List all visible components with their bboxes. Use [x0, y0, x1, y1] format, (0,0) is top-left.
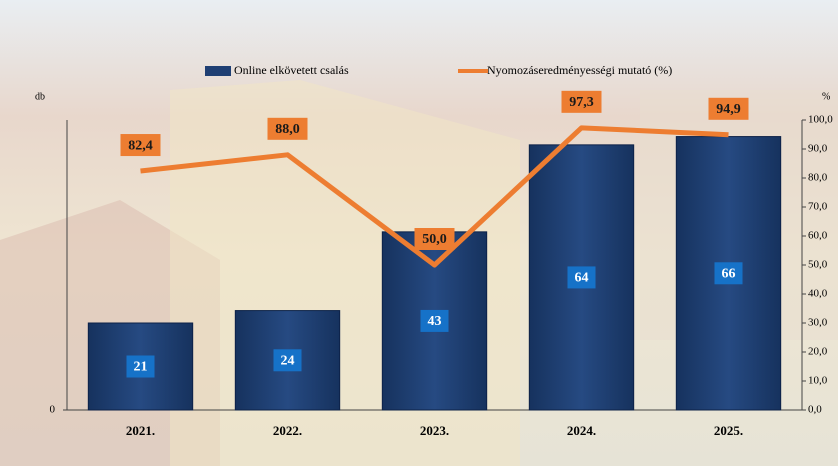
x-tick-label: 2023.	[420, 423, 449, 438]
x-tick-label: 2021.	[126, 423, 155, 438]
x-tick-label: 2025.	[714, 423, 743, 438]
legend-swatch	[205, 66, 231, 76]
y2-tick-label: 80,0	[808, 172, 828, 184]
y2-tick-label: 40,0	[808, 288, 828, 300]
data-label: 64	[575, 271, 589, 286]
y2-tick-label: 100,0	[808, 114, 833, 126]
data-label: 94,9	[716, 102, 741, 117]
y-axis-title: db	[35, 91, 45, 102]
y2-axis-title: %	[822, 91, 830, 102]
data-label: 97,3	[569, 95, 594, 110]
data-label: 82,4	[128, 138, 153, 153]
legend-label: Online elkövetett csalás	[234, 63, 349, 77]
x-tick-label: 2024.	[567, 423, 596, 438]
chart: db % 0 0,0 10,0 20,0 30,0 40,0 50,0 60,0 70,0 80,…	[0, 0, 838, 466]
y2-tick-label: 70,0	[808, 201, 828, 213]
data-label: 66	[722, 267, 736, 282]
y2-tick-label: 20,0	[808, 346, 828, 358]
data-label: 24	[281, 354, 295, 369]
y2-tick-label: 10,0	[808, 375, 828, 387]
y2-tick-label: 0,0	[808, 404, 822, 416]
data-label: 88,0	[275, 122, 300, 137]
data-label: 21	[134, 360, 148, 375]
y2-tick-label: 90,0	[808, 143, 828, 155]
y2-tick-label: 30,0	[808, 317, 828, 329]
legend-label: Nyomozáseredményességi mutató (%)	[487, 63, 672, 77]
data-label: 50,0	[422, 232, 447, 247]
data-label: 43	[428, 314, 442, 329]
y2-tick-label: 50,0	[808, 259, 828, 271]
x-tick-label: 2022.	[273, 423, 302, 438]
y-tick-label: 0	[50, 404, 56, 416]
y2-tick-label: 60,0	[808, 230, 828, 242]
